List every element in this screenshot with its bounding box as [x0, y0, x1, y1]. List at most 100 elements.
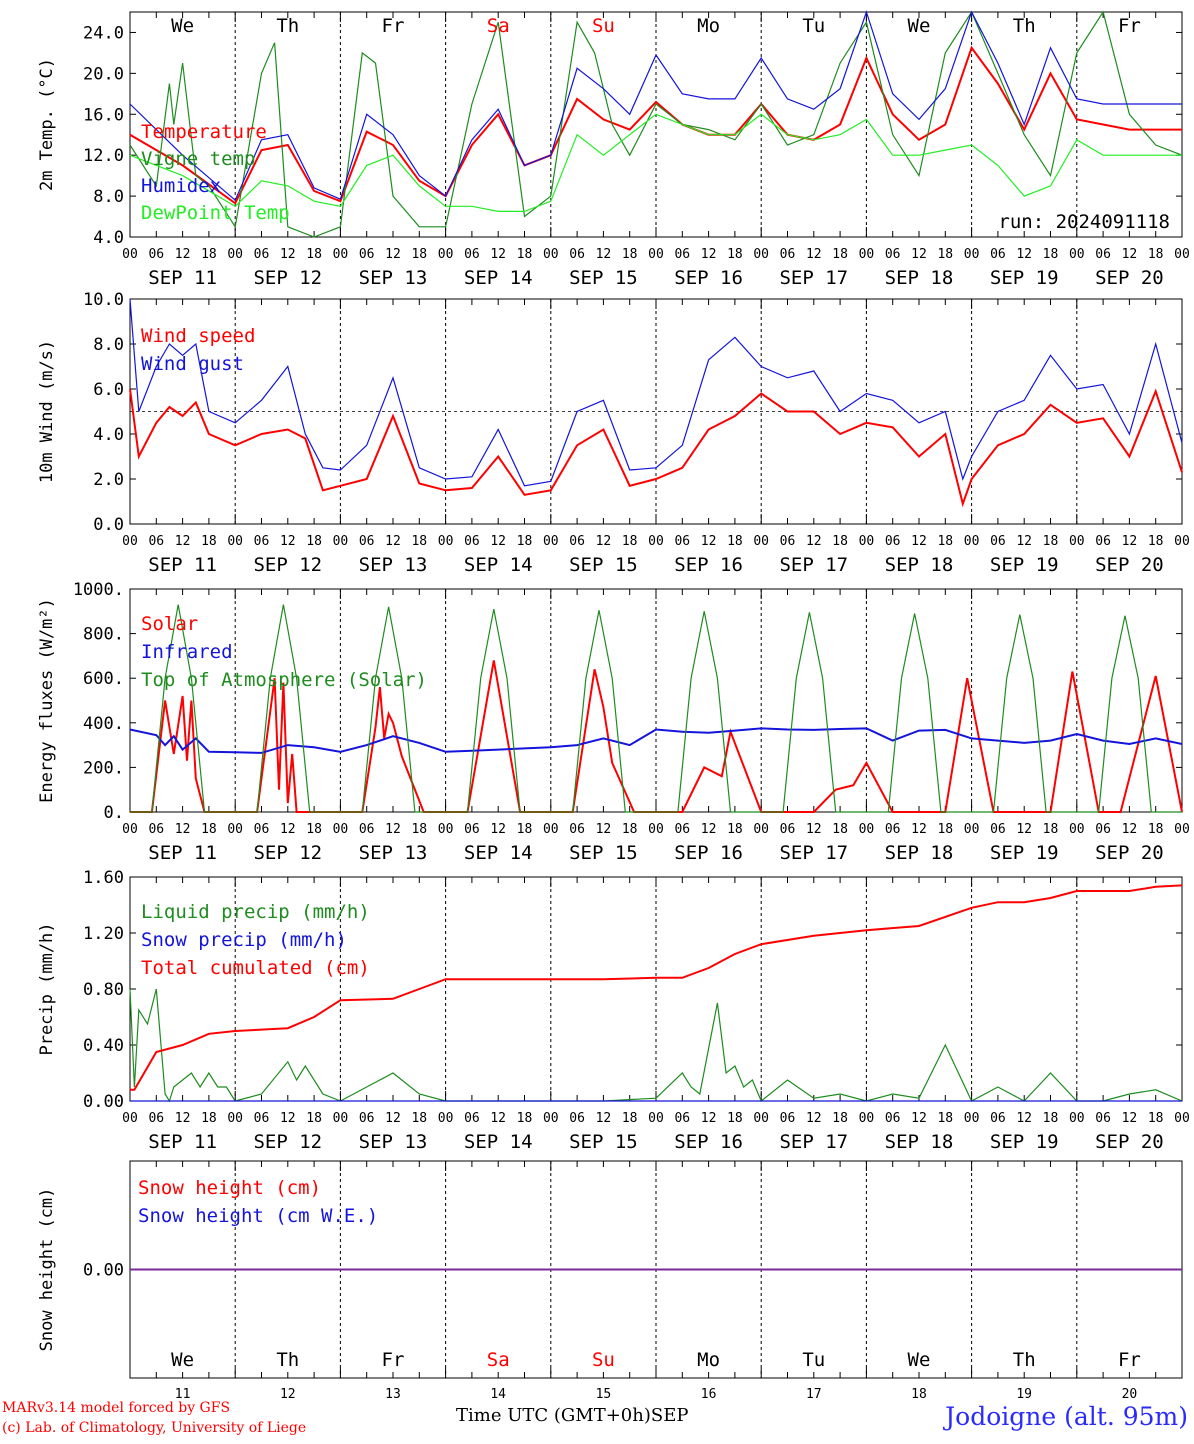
y-tick-label: 1.60 — [83, 868, 124, 888]
weekday-label: Su — [592, 15, 615, 37]
series-line-dewpoint-temp — [129, 113, 1182, 212]
hour-label: 18 — [306, 822, 322, 837]
date-label: SEP 13 — [359, 1131, 428, 1153]
time-axis-title: Time UTC (GMT+0h)SEP — [456, 1405, 688, 1426]
hour-label: 18 — [201, 247, 217, 262]
day-number-label: 13 — [385, 1387, 401, 1402]
hour-label: 06 — [254, 822, 270, 837]
hour-label: 06 — [674, 1111, 690, 1126]
hour-label: 12 — [911, 247, 927, 262]
lab-credit: (c) Lab. of Climatology, University of L… — [2, 1420, 307, 1436]
legend-entry: Snow height (cm) — [138, 1177, 321, 1199]
hour-label: 12 — [490, 534, 506, 549]
date-label: SEP 16 — [674, 842, 743, 864]
series-line-top-of-atmosphere-solar- — [130, 604, 1182, 813]
y-tick-label: 16.0 — [83, 105, 124, 125]
y-tick-label: 4.0 — [93, 228, 124, 248]
date-label: SEP 14 — [464, 267, 533, 289]
legend-entry: Snow precip (mm/h) — [141, 929, 347, 951]
hour-label: 12 — [385, 534, 401, 549]
hour-label: 18 — [727, 1111, 743, 1126]
hour-label: 06 — [254, 534, 270, 549]
date-label: SEP 20 — [1095, 1131, 1164, 1153]
hour-label: 00 — [122, 1111, 138, 1126]
date-label: SEP 20 — [1095, 554, 1164, 576]
day-number-label: 19 — [1016, 1387, 1032, 1402]
hour-label: 06 — [148, 1111, 164, 1126]
y-axis-label: 2m Temp. (°C) — [37, 58, 57, 191]
y-tick-label: 24.0 — [83, 23, 124, 43]
date-label: SEP 15 — [569, 1131, 638, 1153]
hour-label: 18 — [832, 247, 848, 262]
hour-label: 00 — [1174, 1111, 1190, 1126]
model-credit: MARv3.14 model forced by GFS — [2, 1400, 231, 1416]
hour-label: 00 — [753, 822, 769, 837]
hour-label: 06 — [885, 534, 901, 549]
hour-label: 18 — [622, 534, 638, 549]
hour-label: 12 — [1016, 534, 1032, 549]
location-title: Jodoigne (alt. 95m) — [945, 1402, 1188, 1431]
date-label: SEP 15 — [569, 554, 638, 576]
date-label: SEP 16 — [674, 267, 743, 289]
day-number-label: 11 — [175, 1387, 191, 1402]
y-tick-label: 4.0 — [93, 425, 124, 445]
date-label: SEP 12 — [253, 554, 322, 576]
hour-label: 06 — [359, 534, 375, 549]
weekday-label: Th — [1013, 1349, 1036, 1371]
y-tick-label: 0.00 — [83, 1261, 124, 1281]
date-label: SEP 14 — [464, 1131, 533, 1153]
hour-label: 06 — [674, 822, 690, 837]
y-tick-label: 20.0 — [83, 64, 124, 84]
hour-label: 12 — [596, 1111, 612, 1126]
hour-label: 12 — [806, 534, 822, 549]
hour-label: 12 — [385, 1111, 401, 1126]
series-line-vigne-temp — [129, 10, 1183, 238]
y-tick-label: 1.20 — [83, 924, 124, 944]
weekday-label: Th — [276, 15, 299, 37]
date-label: SEP 11 — [148, 842, 217, 864]
y-tick-label: 600. — [83, 669, 124, 689]
legend-entry: Wind gust — [141, 353, 244, 375]
hour-label: 18 — [832, 1111, 848, 1126]
date-label: SEP 11 — [148, 267, 217, 289]
series-line-total-cumulated-cm- — [130, 884, 1183, 1091]
hour-label: 00 — [227, 534, 243, 549]
hour-label: 06 — [569, 534, 585, 549]
legend-entry: Wind speed — [141, 325, 255, 347]
hour-label: 12 — [911, 534, 927, 549]
hour-label: 00 — [753, 534, 769, 549]
hour-label: 12 — [175, 247, 191, 262]
hour-label: 06 — [990, 1111, 1006, 1126]
date-label: SEP 12 — [253, 267, 322, 289]
hour-label: 00 — [753, 1111, 769, 1126]
hour-label: 00 — [333, 1111, 349, 1126]
date-label: SEP 13 — [359, 554, 428, 576]
legend-entry: Solar — [141, 613, 198, 635]
y-tick-label: 8.0 — [93, 187, 124, 207]
hour-label: 00 — [333, 247, 349, 262]
legend-entry: DewPoint Temp — [141, 202, 290, 224]
hour-label: 18 — [622, 822, 638, 837]
hour-label: 06 — [464, 822, 480, 837]
hour-label: 00 — [543, 1111, 559, 1126]
date-label: SEP 17 — [779, 842, 848, 864]
hour-label: 00 — [333, 534, 349, 549]
hour-label: 18 — [1043, 822, 1059, 837]
hour-label: 12 — [806, 822, 822, 837]
hour-label: 06 — [990, 247, 1006, 262]
hour-label: 12 — [1016, 822, 1032, 837]
hour-label: 00 — [1069, 247, 1085, 262]
date-label: SEP 18 — [885, 842, 954, 864]
weekday-label: We — [171, 1349, 194, 1371]
weekday-label: Tu — [802, 1349, 825, 1371]
legend-entry: Infrared — [141, 641, 233, 663]
hour-label: 06 — [254, 247, 270, 262]
date-label: SEP 12 — [253, 1131, 322, 1153]
hour-label: 00 — [227, 822, 243, 837]
hour-label: 06 — [990, 822, 1006, 837]
hour-label: 00 — [859, 1111, 875, 1126]
weekday-label: Fr — [1118, 15, 1141, 37]
hour-label: 06 — [780, 247, 796, 262]
